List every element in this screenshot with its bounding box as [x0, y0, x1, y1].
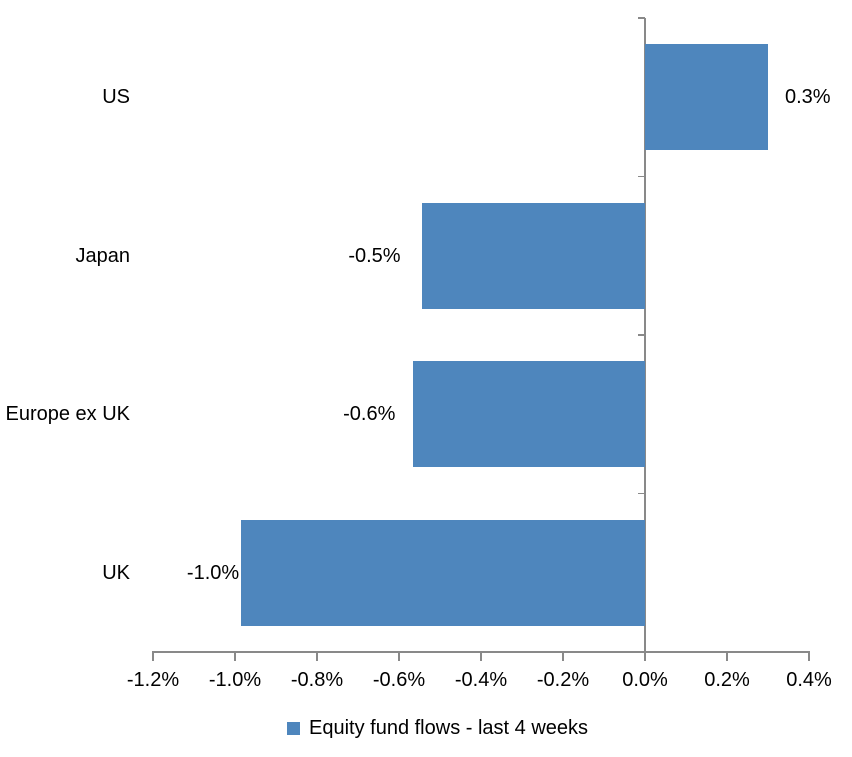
legend: Equity fund flows - last 4 weeks [287, 716, 588, 740]
bar [241, 519, 645, 626]
x-tick [644, 652, 646, 661]
bar [413, 361, 645, 468]
category-tick [638, 17, 645, 19]
x-tick [808, 652, 810, 661]
category-axis-label: Europe ex UK [5, 403, 130, 426]
data-label: -0.5% [348, 244, 401, 267]
x-tick-label: -0.8% [290, 669, 344, 691]
x-tick [398, 652, 400, 661]
category-axis-label: Japan [75, 244, 131, 267]
x-tick-label: 0.0% [622, 669, 668, 691]
x-tick-label: -0.2% [536, 669, 590, 691]
x-tick-label: -0.4% [454, 669, 508, 691]
legend-marker-icon [287, 721, 300, 735]
x-tick [480, 652, 482, 661]
category-axis-label: US [102, 86, 130, 109]
category-tick [638, 492, 645, 495]
bar [421, 202, 645, 309]
bar [645, 44, 768, 151]
x-tick [726, 652, 728, 661]
x-tick-label: -1.2% [126, 669, 180, 691]
x-tick [152, 652, 154, 661]
zero-line [644, 18, 646, 661]
x-tick [234, 652, 236, 661]
x-tick-label: -1.0% [208, 669, 262, 691]
x-tick [562, 652, 564, 661]
category-tick [638, 334, 645, 336]
legend-label: Equity fund flows - last 4 weeks [309, 717, 589, 739]
data-label: 0.3% [785, 86, 831, 109]
category-tick [638, 175, 645, 178]
data-label: -0.6% [343, 403, 396, 426]
x-tick-label: 0.4% [786, 669, 832, 691]
category-axis-label: UK [102, 561, 130, 584]
data-label: -1.0% [186, 561, 240, 584]
x-tick-label: 0.2% [704, 669, 750, 691]
x-tick-label: -0.6% [372, 669, 426, 691]
x-tick [316, 652, 318, 661]
